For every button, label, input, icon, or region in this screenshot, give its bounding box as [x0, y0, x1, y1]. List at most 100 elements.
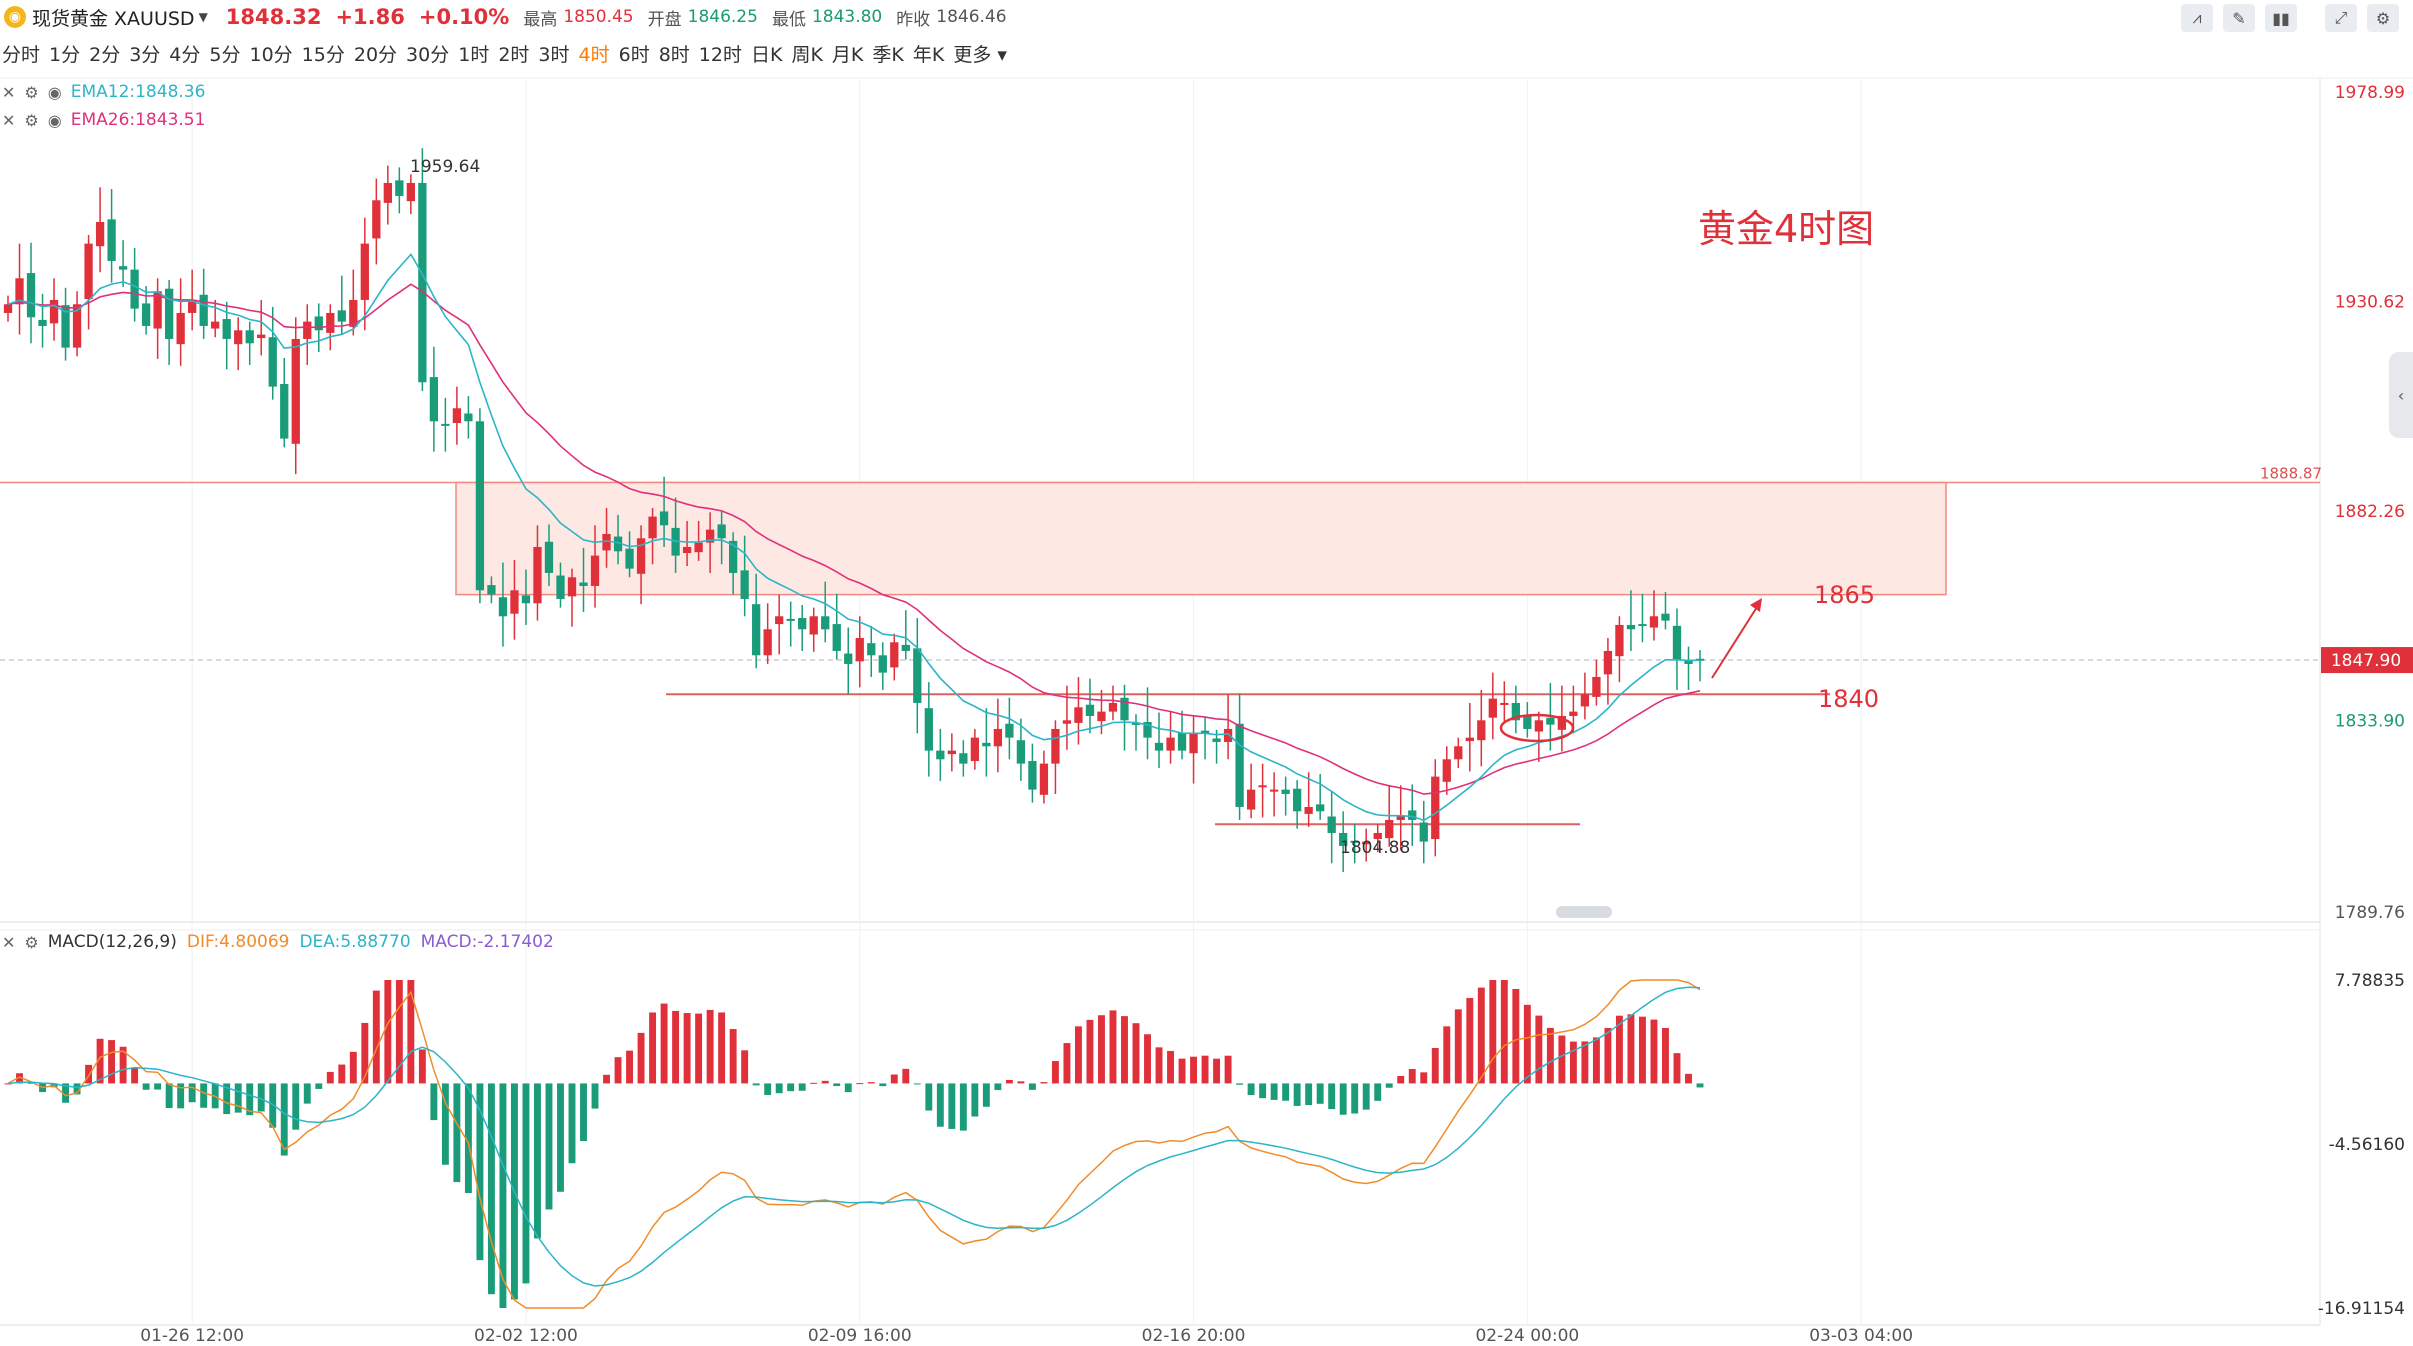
period-tab-21[interactable]: 年K — [912, 43, 945, 66]
candle-body — [1085, 704, 1095, 716]
candle-body — [84, 243, 93, 300]
macd-bar — [246, 1083, 254, 1116]
candle-body — [1200, 730, 1210, 734]
macd-bar — [1523, 1004, 1531, 1084]
candle-body — [1465, 737, 1474, 742]
candle-body — [1419, 822, 1428, 842]
candle-body — [1189, 733, 1198, 754]
period-tab-4[interactable]: 4分 — [169, 43, 201, 66]
period-tab-5[interactable]: 5分 — [209, 43, 241, 66]
macd-bar — [1109, 1010, 1117, 1084]
macd-bar — [1005, 1079, 1013, 1084]
candle-body — [1373, 832, 1382, 840]
macd-tick-label: -16.91154 — [2318, 1299, 2405, 1319]
candle-body — [1039, 763, 1049, 795]
range-high-label: 1959.64 — [410, 157, 480, 177]
macd-bar — [280, 1083, 288, 1156]
period-tab-14[interactable]: 6时 — [618, 43, 650, 66]
macd-bar — [867, 1082, 875, 1084]
macd-bar — [441, 1083, 449, 1165]
period-tab-12[interactable]: 3时 — [538, 43, 570, 66]
candle-body — [1580, 694, 1590, 707]
macd-bar — [580, 1083, 587, 1142]
period-tab-19[interactable]: 月K — [831, 43, 864, 66]
period-tab-17[interactable]: 日K — [750, 43, 783, 66]
macd-bar — [1408, 1069, 1416, 1084]
eye-icon[interactable]: ◉ — [47, 82, 62, 102]
macd-bar — [913, 1083, 921, 1085]
macd-legend: ✕ ⚙ MACD(12,26,9) DIF:4.80069 DEA:5.8877… — [2, 932, 554, 952]
gear-icon[interactable]: ⚙ — [24, 932, 39, 952]
macd-bar — [706, 1009, 714, 1084]
candle-body — [959, 753, 968, 764]
period-tab-1[interactable]: 1分 — [49, 43, 81, 66]
ema12-legend: ✕ ⚙ ◉ EMA12:1848.36 — [2, 82, 205, 102]
current-price-label: 1847.90 — [2331, 651, 2401, 671]
macd-bar — [1466, 997, 1474, 1084]
macd-name: MACD(12,26,9) — [47, 932, 177, 952]
macd-bar — [1040, 1082, 1048, 1084]
candle-body — [118, 266, 128, 270]
price-tick-label: 1882.26 — [2335, 502, 2405, 522]
candle-body — [636, 538, 646, 574]
macd-bar — [1569, 1041, 1577, 1084]
expand-icon[interactable]: ⤢ — [2325, 4, 2357, 32]
period-tab-16[interactable]: 12时 — [698, 43, 742, 66]
period-tab-10[interactable]: 1时 — [458, 43, 490, 66]
candle-body — [1362, 841, 1371, 845]
macd-bar — [534, 1083, 541, 1239]
candle-body — [1385, 819, 1394, 839]
period-tab-13[interactable]: 4时 — [578, 43, 610, 66]
period-tab-0[interactable]: 分时 — [2, 43, 41, 66]
period-tab-15[interactable]: 8时 — [658, 43, 690, 66]
macd-bar — [4, 1083, 12, 1085]
eye-icon[interactable]: ◉ — [47, 110, 62, 130]
candle-body — [521, 595, 531, 604]
period-tab-22[interactable]: 更多 ▾ — [953, 43, 1007, 66]
draw-icon[interactable]: ✎ — [2223, 4, 2255, 32]
resistance-zone — [455, 481, 1947, 596]
period-tab-11[interactable]: 2时 — [498, 43, 530, 66]
macd-bar — [188, 1083, 196, 1103]
candle-body — [1569, 711, 1578, 716]
low-label: 最低 — [771, 9, 806, 30]
dif-value: DIF:4.80069 — [186, 932, 290, 952]
period-tab-3[interactable]: 3分 — [129, 43, 161, 66]
candle-body — [1396, 815, 1405, 820]
period-tab-6[interactable]: 10分 — [249, 43, 293, 66]
period-tab-8[interactable]: 20分 — [353, 43, 398, 66]
close-icon[interactable]: ✕ — [2, 110, 16, 130]
period-tab-2[interactable]: 2分 — [89, 43, 121, 66]
settings-icon[interactable]: ⚙ — [2367, 4, 2399, 32]
symbol-title[interactable]: 现货黄金 XAUUSD — [32, 7, 195, 30]
macd-bar — [1443, 1026, 1451, 1084]
macd-bar — [591, 1083, 599, 1109]
period-tab-18[interactable]: 周K — [791, 43, 823, 66]
indicator-icon[interactable]: ▮▮ — [2265, 4, 2297, 32]
period-tab-20[interactable]: 季K — [872, 43, 904, 66]
macd-bar — [1017, 1081, 1025, 1084]
candle-body — [1557, 715, 1567, 730]
period-tab-7[interactable]: 15分 — [301, 43, 345, 66]
gear-icon[interactable]: ⚙ — [24, 110, 39, 130]
gear-icon[interactable]: ⚙ — [24, 82, 39, 102]
candle-body — [1695, 658, 1705, 661]
period-tab-9[interactable]: 30分 — [406, 43, 450, 66]
collapse-panel-button[interactable]: ‹ — [2389, 352, 2413, 438]
close-icon[interactable]: ✕ — [2, 82, 16, 102]
candle-body — [383, 182, 392, 203]
macd-bar — [200, 1083, 208, 1108]
candle-body — [1523, 715, 1532, 729]
macd-bar — [326, 1071, 334, 1084]
macd-bar — [1650, 1019, 1658, 1084]
macd-bar — [418, 1049, 426, 1084]
close-icon[interactable]: ✕ — [2, 932, 16, 952]
macd-bar — [361, 1022, 369, 1084]
candle-body — [1477, 720, 1486, 741]
candle-body — [798, 618, 807, 630]
chevron-down-icon[interactable]: ▼ — [198, 10, 208, 24]
macd-bar — [718, 1012, 726, 1084]
line-style-icon[interactable]: ⩘ — [2181, 4, 2213, 32]
candle-body — [567, 577, 577, 597]
